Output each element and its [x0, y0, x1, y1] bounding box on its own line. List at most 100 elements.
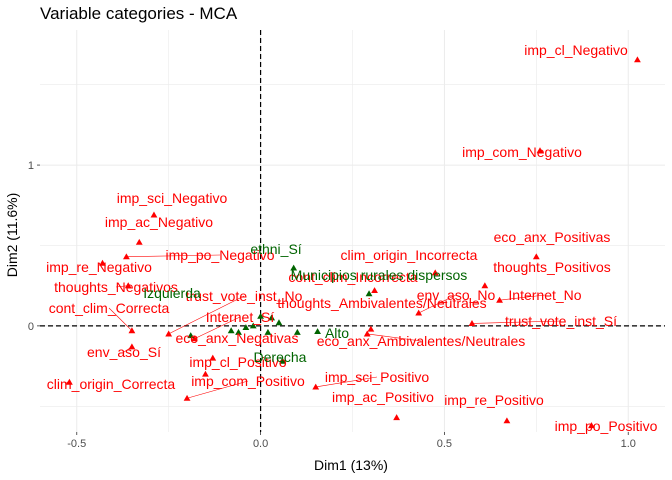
point-marker — [431, 269, 439, 276]
point-label: imp_re_Positivo — [444, 392, 544, 408]
point-label: eco_anx_Negativas — [176, 330, 299, 346]
point-marker — [468, 320, 476, 327]
label-connector — [499, 294, 546, 301]
point-label: imp_ac_Negativo — [105, 214, 213, 230]
x-axis-title: Dim1 (13%) — [314, 457, 388, 473]
point-label: imp_sci_Positivo — [325, 369, 429, 385]
point-label: imp_re_Negativo — [46, 259, 152, 275]
point-label: Alto — [325, 325, 349, 341]
point-label: Internet_Sí — [206, 309, 275, 325]
point-label: thoughts_Positivos — [493, 259, 611, 275]
point-label: imp_sci_Negativo — [117, 190, 228, 206]
y-tick-label: 1 — [28, 160, 34, 172]
point-label: clim_origin_Correcta — [47, 376, 176, 392]
point-label: Izquierda — [143, 285, 201, 301]
label-connector — [123, 346, 133, 353]
point-marker — [481, 282, 489, 289]
point-marker — [264, 328, 272, 335]
point-marker — [235, 328, 242, 335]
y-axis-title: Dim2 (11.6%) — [4, 193, 20, 278]
x-tick-label: 0.5 — [437, 438, 452, 450]
point-label: trust_vote_inst_Sí — [505, 313, 617, 329]
point-marker — [365, 290, 373, 297]
point-marker — [122, 253, 130, 260]
label-connector — [186, 380, 249, 399]
point-marker — [202, 370, 209, 377]
point-label: cont_clim_Incorrecta — [288, 269, 417, 285]
point-label: imp_com_Positivo — [191, 373, 305, 389]
point-marker — [634, 56, 641, 63]
point-marker — [165, 330, 173, 337]
point-marker — [588, 422, 595, 429]
point-marker — [257, 312, 264, 319]
label-connector — [471, 320, 562, 324]
point-label: clim_origin_Incorrecta — [341, 247, 478, 263]
x-tick-label: 0.0 — [253, 438, 268, 450]
point-marker — [135, 238, 143, 245]
label-connector — [279, 356, 283, 362]
point-marker — [242, 324, 250, 331]
point-marker — [312, 383, 320, 390]
point-marker — [275, 319, 283, 326]
label-connector — [418, 294, 457, 314]
point-label: imp_com_Negativo — [462, 144, 582, 160]
point-label: ethni_Sí — [250, 241, 301, 257]
point-label: Derecha — [254, 349, 307, 365]
point-marker — [496, 296, 503, 303]
point-marker — [128, 327, 136, 334]
point-marker — [503, 417, 511, 424]
point-marker — [249, 322, 257, 329]
point-label: imp_po_Negativo — [166, 247, 275, 263]
point-marker — [314, 328, 321, 335]
labels-layer: imp_cl_Negativo imp_com_Negativo imp_sci_N… — [46, 42, 657, 434]
label-connector — [126, 254, 221, 258]
point-marker — [367, 325, 375, 332]
point-marker — [268, 314, 276, 321]
point-label: env_aso_No — [417, 287, 496, 303]
label-connector — [168, 295, 245, 335]
point-marker — [183, 394, 191, 401]
x-axis-ticks: -0.5 0.0 0.5 1.0 — [67, 432, 636, 450]
y-axis-ticks: 01 — [28, 160, 40, 333]
label-connector — [115, 285, 129, 288]
point-marker — [415, 309, 423, 316]
label-connector — [367, 333, 422, 342]
point-marker — [363, 330, 371, 337]
reference-lines — [40, 30, 665, 432]
point-label: env_aso_Sí — [87, 344, 161, 360]
point-marker — [536, 147, 544, 154]
point-marker — [393, 414, 401, 421]
point-marker — [66, 378, 73, 385]
point-marker — [293, 328, 301, 335]
y-tick-label: 0 — [28, 321, 34, 333]
point-label: thoughts_Ambivalentes/Neutrales — [277, 295, 486, 311]
point-marker — [371, 287, 378, 294]
point-label: imp_po_Positivo — [555, 418, 658, 434]
label-connector — [194, 316, 241, 340]
point-marker — [187, 332, 195, 339]
point-marker — [150, 211, 158, 218]
point-marker — [532, 253, 540, 260]
point-label: Internet_No — [508, 287, 581, 303]
x-tick-label: 1.0 — [621, 438, 636, 450]
label-connector — [315, 376, 378, 388]
point-label: imp_ac_Positivo — [332, 389, 434, 405]
chart-title: Variable categories - MCA — [40, 4, 238, 23]
point-label: imp_cl_Positivo — [189, 354, 286, 370]
point-marker — [99, 259, 106, 266]
point-label: Municipios rurales dispersos — [291, 267, 468, 283]
point-label: cont_clim_Correcta — [49, 300, 170, 316]
x-tick-label: -0.5 — [67, 438, 86, 450]
point-marker — [227, 327, 235, 334]
point-label: thoughts_Negativos — [54, 279, 178, 295]
point-marker — [290, 264, 298, 271]
points-layer — [66, 56, 641, 429]
point-marker — [191, 335, 198, 342]
point-marker — [209, 354, 217, 361]
point-label: eco_anx_Positivas — [494, 229, 611, 245]
point-marker — [124, 282, 132, 289]
point-label: imp_cl_Negativo — [524, 42, 628, 58]
point-label: trust_vote_inst_No — [186, 288, 303, 304]
point-label: eco_anx_Ambivalentes/Neutrales — [317, 333, 526, 349]
